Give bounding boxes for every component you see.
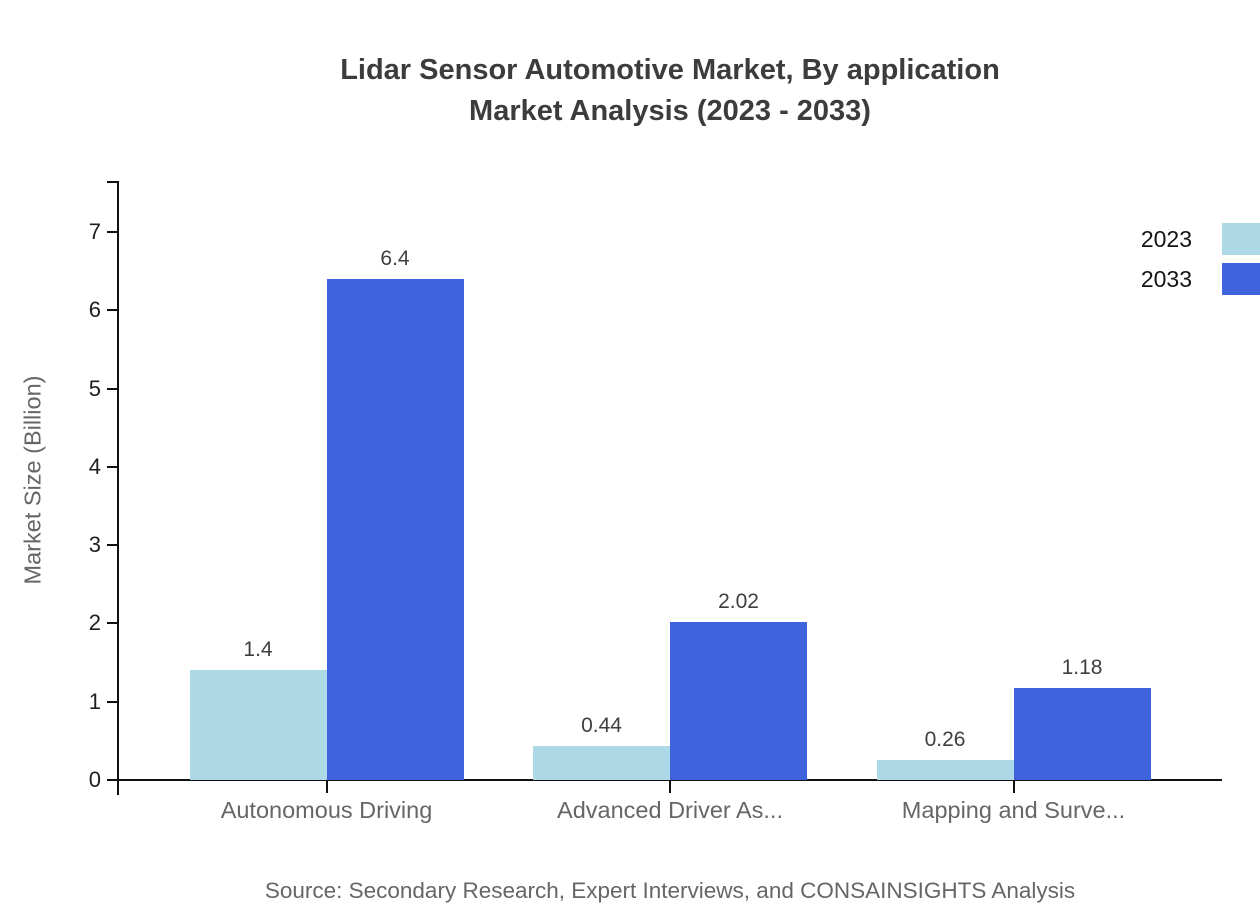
y-tick-label: 5 — [88, 375, 101, 401]
bar-2033-0[interactable] — [326, 278, 464, 780]
legend-label: 2023 — [1140, 225, 1192, 252]
y-tick-mark — [107, 230, 118, 233]
y-axis-line — [117, 181, 119, 795]
bar-2023-2[interactable] — [876, 759, 1014, 780]
bar-value-label: 6.4 — [380, 246, 410, 270]
category-label: Autonomous Driving — [220, 797, 433, 823]
bar-2033-1[interactable] — [670, 621, 807, 780]
bar-value-label: 1.18 — [1061, 655, 1103, 679]
y-tick-label: 1 — [88, 688, 101, 714]
legend-label: 2033 — [1140, 265, 1192, 292]
legend-item-2023[interactable]: 2023 — [1141, 219, 1260, 259]
legend: 2023 2033 — [1141, 219, 1260, 299]
x-axis-line — [107, 779, 1222, 781]
y-tick-label: 0 — [88, 767, 101, 792]
y-tick-label: 6 — [88, 297, 101, 323]
y-tick-label: 2 — [88, 610, 101, 636]
y-tick-mark — [107, 465, 118, 468]
legend-swatch — [1222, 263, 1260, 295]
y-tick-label: 4 — [88, 453, 101, 479]
y-axis-top-cap — [107, 181, 118, 183]
y-tick-label: 7 — [88, 218, 101, 244]
y-tick-mark — [107, 544, 118, 547]
category-label: Mapping and Surve... — [901, 797, 1126, 823]
bar-2033-2[interactable] — [1013, 687, 1151, 780]
x-tick-mark — [325, 780, 328, 793]
source-text: Source: Secondary Research, Expert Inter… — [264, 878, 1076, 903]
legend-item-2033[interactable]: 2033 — [1141, 259, 1260, 299]
bar-value-label: 0.26 — [924, 727, 966, 751]
bar-value-label: 0.44 — [581, 713, 622, 737]
y-tick-mark — [107, 622, 118, 625]
bar-value-label: 2.02 — [718, 589, 759, 613]
y-tick-mark — [107, 309, 118, 312]
category-label: Advanced Driver As... — [557, 797, 783, 823]
chart-title: Lidar Sensor Automotive Market, By appli… — [118, 50, 1222, 132]
x-tick-mark — [1012, 780, 1015, 793]
legend-swatch — [1222, 223, 1260, 255]
y-tick-mark — [107, 779, 118, 781]
y-tick-label: 3 — [88, 532, 101, 558]
y-tick-mark — [107, 700, 118, 703]
y-tick-mark — [107, 387, 118, 390]
chart-title-line1: Lidar Sensor Automotive Market, By appli… — [340, 54, 1000, 86]
bar-2023-1[interactable] — [533, 745, 670, 780]
bar-2023-0[interactable] — [189, 670, 327, 780]
x-tick-mark — [669, 780, 671, 793]
chart-title-line2: Market Analysis (2023 - 2033) — [469, 95, 871, 127]
bar-value-label: 1.4 — [243, 638, 273, 662]
